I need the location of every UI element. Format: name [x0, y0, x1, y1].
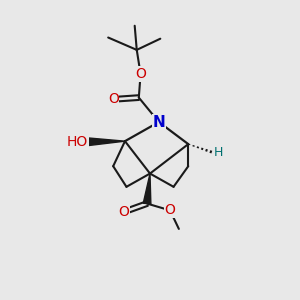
Text: HO: HO: [67, 135, 88, 149]
Text: O: O: [135, 67, 146, 81]
Text: H: H: [214, 146, 224, 159]
Polygon shape: [143, 174, 151, 204]
Text: N: N: [152, 115, 165, 130]
Text: O: O: [108, 92, 118, 106]
Text: O: O: [165, 203, 176, 218]
Polygon shape: [88, 138, 125, 146]
Text: O: O: [119, 205, 130, 219]
